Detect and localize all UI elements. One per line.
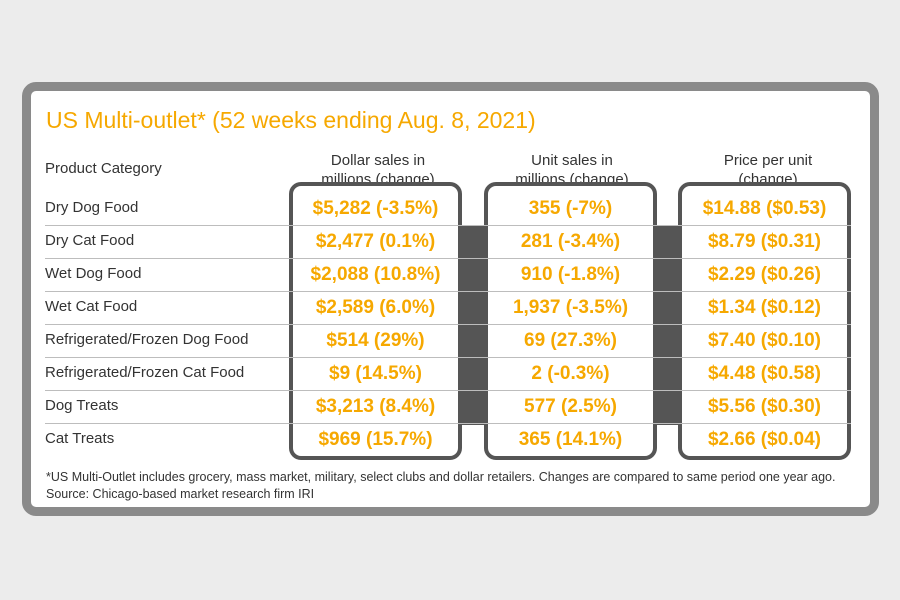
table-row: Wet Cat Food $2,589 (6.0%) 1,937 (-3.5%) $1…	[45, 292, 851, 325]
price-per-unit-cell: $1.34 ($0.12)	[707, 297, 822, 318]
dollar-sales-cell: $2,477 (0.1%)	[315, 231, 436, 252]
dollar-sales-cell: $3,213 (8.4%)	[315, 396, 436, 417]
category-cell: Cat Treats	[45, 430, 115, 447]
price-per-unit-cell: $2.66 ($0.04)	[707, 429, 822, 450]
category-cell: Refrigerated/Frozen Cat Food	[45, 364, 245, 381]
dollar-sales-cell: $969 (15.7%)	[318, 429, 433, 450]
unit-sales-cell: 69 (27.3%)	[524, 330, 617, 351]
footnote-block: *US Multi-Outlet includes grocery, mass …	[46, 469, 835, 503]
table-card: US Multi-outlet* (52 weeks ending Aug. 8…	[22, 82, 879, 516]
header-product-category: Product Category	[45, 159, 162, 178]
price-per-unit-cell: $2.29 ($0.26)	[707, 264, 822, 285]
category-cell: Refrigerated/Frozen Dog Food	[45, 331, 249, 348]
unit-sales-cell: 2 (-0.3%)	[531, 363, 610, 384]
category-cell: Dry Cat Food	[45, 232, 135, 249]
dollar-sales-cell: $2,088 (10.8%)	[310, 264, 441, 285]
dollar-sales-cell: $5,282 (-3.5%)	[312, 198, 439, 219]
table-title: US Multi-outlet* (52 weeks ending Aug. 8…	[46, 107, 536, 133]
dollar-sales-cell: $2,589 (6.0%)	[315, 297, 436, 318]
unit-sales-cell: 577 (2.5%)	[524, 396, 617, 417]
table-row: Refrigerated/Frozen Cat Food $9 (14.5%) 2 …	[45, 358, 851, 391]
dollar-sales-cell: $9 (14.5%)	[329, 363, 422, 384]
price-per-unit-cell: $7.40 ($0.10)	[707, 330, 822, 351]
category-cell: Dry Dog Food	[45, 199, 139, 216]
price-per-unit-cell: $4.48 ($0.58)	[707, 363, 822, 384]
table-body: Dry Dog Food $5,282 (-3.5%) 355 (-7%) $14.8…	[45, 193, 851, 457]
dollar-sales-cell: $514 (29%)	[326, 330, 425, 351]
unit-sales-cell: 910 (-1.8%)	[520, 264, 621, 285]
table-row: Dry Cat Food $2,477 (0.1%) 281 (-3.4%) $8.7…	[45, 226, 851, 259]
price-column-box	[678, 182, 851, 460]
price-per-unit-cell: $5.56 ($0.30)	[707, 396, 822, 417]
header-price-line-1: Price per unit	[723, 152, 813, 169]
table-row: Cat Treats $969 (15.7%) 365 (14.1%) $2.66 (…	[45, 424, 851, 457]
price-per-unit-cell: $14.88 ($0.53)	[702, 198, 827, 219]
category-cell: Wet Dog Food	[45, 265, 142, 282]
table-row: Dog Treats $3,213 (8.4%) 577 (2.5%) $5.56 (…	[45, 391, 851, 424]
source-note: Source: Chicago-based market research fi…	[46, 487, 315, 501]
table-row: Refrigerated/Frozen Dog Food $514 (29%) 69…	[45, 325, 851, 358]
dollar-column-box	[289, 182, 462, 460]
header-unit-line-1: Unit sales in	[531, 152, 613, 169]
table-row: Dry Dog Food $5,282 (-3.5%) 355 (-7%) $14.8…	[45, 193, 851, 226]
price-per-unit-cell: $8.79 ($0.31)	[707, 231, 822, 252]
unit-column-box	[484, 182, 657, 460]
category-cell: Dog Treats	[45, 397, 119, 414]
table-row: Wet Dog Food $2,088 (10.8%) 910 (-1.8%) $2.…	[45, 259, 851, 292]
unit-sales-cell: 281 (-3.4%)	[520, 231, 621, 252]
header-dollar-line-1: Dollar sales in	[330, 152, 426, 169]
unit-sales-cell: 1,937 (-3.5%)	[512, 297, 629, 318]
category-cell: Wet Cat Food	[45, 298, 138, 315]
unit-sales-cell: 355 (-7%)	[528, 198, 613, 219]
header-product-category-text: Product Category	[45, 160, 162, 177]
unit-sales-cell: 365 (14.1%)	[518, 429, 623, 450]
footnote: *US Multi-Outlet includes grocery, mass …	[46, 470, 836, 484]
